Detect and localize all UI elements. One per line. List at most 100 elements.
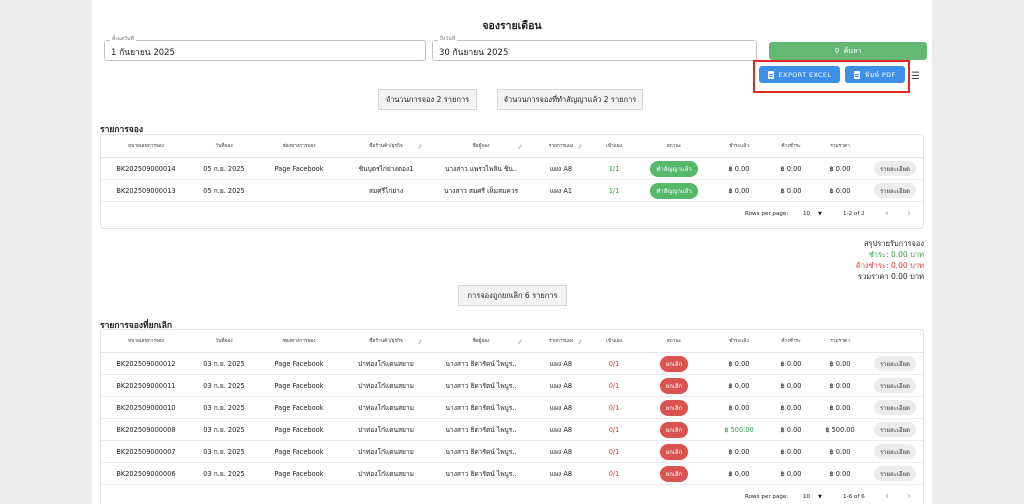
cell-entry: 0/1 <box>591 353 637 374</box>
detail-button[interactable]: รายละเอียด <box>873 161 917 176</box>
entry-value: 0/1 <box>608 447 620 456</box>
date-value: 05 ก.ย. 2025 <box>203 187 245 195</box>
stall-value: แผง A1 <box>549 187 573 195</box>
column-header: รวมราคา <box>830 144 850 149</box>
table-body: BK202509000014 05 ก.ย. 2025 Page Facebook ช… <box>101 158 923 202</box>
total-value: ฿ 0.00 <box>829 403 851 412</box>
detail-button[interactable]: รายละเอียด <box>873 183 917 198</box>
table-header: หมายเลขการจอง วันที่จอง ช่องทางการจอง ชื่อร… <box>101 135 923 158</box>
cell-entry: 1/1 <box>591 180 637 201</box>
total-value: ฿ 0.00 <box>829 164 851 173</box>
cell-date: 03 ก.ย. 2025 <box>191 463 257 484</box>
table-row: BK202509000007 03 ก.ย. 2025 Page Facebook ป… <box>101 441 923 463</box>
table-row: BK202509000014 05 ก.ย. 2025 Page Facebook ช… <box>101 158 923 180</box>
summary-title: สรุปรายรับการจอง <box>863 239 924 248</box>
cell-name: นางสาว ธิดารัตน์ ไพบูร.. <box>431 397 531 418</box>
column-resize-icon[interactable]: ⁄⁄ <box>519 339 522 346</box>
column-resize-icon[interactable]: ⁄⁄ <box>519 144 522 151</box>
name-value: นางสาว ธิดารัตน์ ไพบูร.. <box>445 382 517 390</box>
cell-action: รายละเอียด <box>865 419 925 440</box>
cell-date: 05 ก.ย. 2025 <box>191 180 257 201</box>
end-date-field[interactable]: ถึงวันที่ 30 กันยายน 2025 <box>432 36 757 61</box>
start-date-value: 1 กันยายน 2025 <box>111 48 175 58</box>
shop-value: ปาท่องโก๋แดนสยาม <box>358 404 414 412</box>
total-value: ฿ 500.00 <box>825 425 855 434</box>
chevron-left-icon[interactable]: ‹ <box>885 491 889 502</box>
detail-button[interactable]: รายละเอียด <box>873 400 917 415</box>
print-pdf-button[interactable]: พิมพ์ PDF <box>845 66 905 83</box>
column-header: หมายเลขการจอง <box>128 339 164 344</box>
column-header: เข้าแผง <box>606 339 622 344</box>
export-excel-button[interactable]: EXPORT EXCEL <box>759 66 840 83</box>
cell-paid: ฿ 0.00 <box>711 180 767 201</box>
column-header: วันที่จอง <box>215 339 233 344</box>
cell-total: ฿ 0.00 <box>815 441 865 462</box>
total-value: ฿ 0.00 <box>829 359 851 368</box>
rows-per-page-select[interactable]: 10 <box>803 211 811 217</box>
entry-value: 0/1 <box>608 359 620 368</box>
column-header: สถานะ <box>666 339 682 344</box>
cell-total: ฿ 0.00 <box>815 180 865 201</box>
column-resize-icon[interactable]: ⁄⁄ <box>579 144 582 151</box>
cell-date: 03 ก.ย. 2025 <box>191 353 257 374</box>
table-settings-icon[interactable]: ☰ <box>911 71 920 82</box>
cancelled-count-badge: การจองถูกยกเลิก 6 รายการ <box>458 285 567 306</box>
column-header: ชื่อผู้จอง <box>472 339 490 344</box>
end-date-label: ถึงวันที่ <box>438 36 457 43</box>
cell-name: นางสาว แพรวไพลิน ชิน.. <box>431 158 531 179</box>
rows-per-page-select[interactable]: 10 <box>803 494 811 500</box>
cell-name: นางสาว ธิดารัตน์ ไพบูร.. <box>431 375 531 396</box>
paid-value: ฿ 0.00 <box>728 186 750 195</box>
cell-paid: ฿ 500.00 <box>711 419 767 440</box>
table-pagination: Rows per page: 10 ▼ 1-2 of 2 ‹ › <box>101 202 923 228</box>
channel-value: Page Facebook <box>274 447 324 456</box>
cell-action: รายละเอียด <box>865 463 925 484</box>
cell-stall: แผง A1 <box>531 180 591 201</box>
cell-entry: 0/1 <box>591 397 637 418</box>
cell-due: ฿ 0.00 <box>767 180 815 201</box>
search-button[interactable]: ⚲ ค้นหา <box>769 42 927 60</box>
detail-button[interactable]: รายละเอียด <box>873 378 917 393</box>
cell-stall: แผง A8 <box>531 397 591 418</box>
detail-button[interactable]: รายละเอียด <box>873 466 917 481</box>
cell-total: ฿ 0.00 <box>815 397 865 418</box>
id-value: BK202509000012 <box>116 359 176 368</box>
column-header: หมายเลขการจอง <box>128 144 164 149</box>
total-value: ฿ 0.00 <box>829 469 851 478</box>
status-badge: ยกเลิก <box>659 377 689 394</box>
paid-value: ฿ 0.00 <box>728 381 750 390</box>
id-value: BK202509000007 <box>116 447 176 456</box>
detail-button[interactable]: รายละเอียด <box>873 356 917 371</box>
column-resize-icon[interactable]: ⁄⁄ <box>579 339 582 346</box>
detail-button[interactable]: รายละเอียด <box>873 444 917 459</box>
cell-shop: ปาท่องโก๋แดนสยาม <box>341 397 431 418</box>
name-value: นางสาว สมศรี เห็มสมควร <box>443 187 519 195</box>
end-date-value: 30 กันยายน 2025 <box>439 48 509 58</box>
name-value: นางสาว แพรวไพลิน ชิน.. <box>444 165 518 173</box>
date-value: 03 ก.ย. 2025 <box>203 470 245 478</box>
date-value: 03 ก.ย. 2025 <box>203 426 245 434</box>
cell-action: รายละเอียด <box>865 180 925 201</box>
cell-date: 03 ก.ย. 2025 <box>191 419 257 440</box>
channel-value: Page Facebook <box>274 359 324 368</box>
cell-id: BK202509000007 <box>101 441 191 462</box>
start-date-field[interactable]: ตั้งแต่วันที่ 1 กันยายน 2025 <box>104 36 426 61</box>
cell-id: BK202509000013 <box>101 180 191 201</box>
status-badge: ยกเลิก <box>659 443 689 460</box>
chevron-right-icon[interactable]: › <box>907 491 911 502</box>
column-resize-icon[interactable]: ⁄⁄ <box>419 339 422 346</box>
cell-date: 03 ก.ย. 2025 <box>191 397 257 418</box>
cell-channel <box>257 180 341 201</box>
column-resize-icon[interactable]: ⁄⁄ <box>419 144 422 151</box>
chevron-right-icon[interactable]: › <box>907 208 911 219</box>
due-value: ฿ 0.00 <box>780 359 802 368</box>
stall-value: แผง A8 <box>549 404 573 412</box>
main-panel: จองรายเดือน ตั้งแต่วันที่ 1 กันยายน 2025… <box>92 0 932 504</box>
stall-value: แผง A8 <box>549 360 573 368</box>
cell-entry: 1/1 <box>591 158 637 179</box>
detail-button[interactable]: รายละเอียด <box>873 422 917 437</box>
stall-value: แผง A8 <box>549 382 573 390</box>
cancelled-bookings-table: หมายเลขการจอง วันที่จอง ช่องทางการจอง ชื่อร… <box>100 329 924 504</box>
chevron-left-icon[interactable]: ‹ <box>885 208 889 219</box>
due-value: ฿ 0.00 <box>780 403 802 412</box>
